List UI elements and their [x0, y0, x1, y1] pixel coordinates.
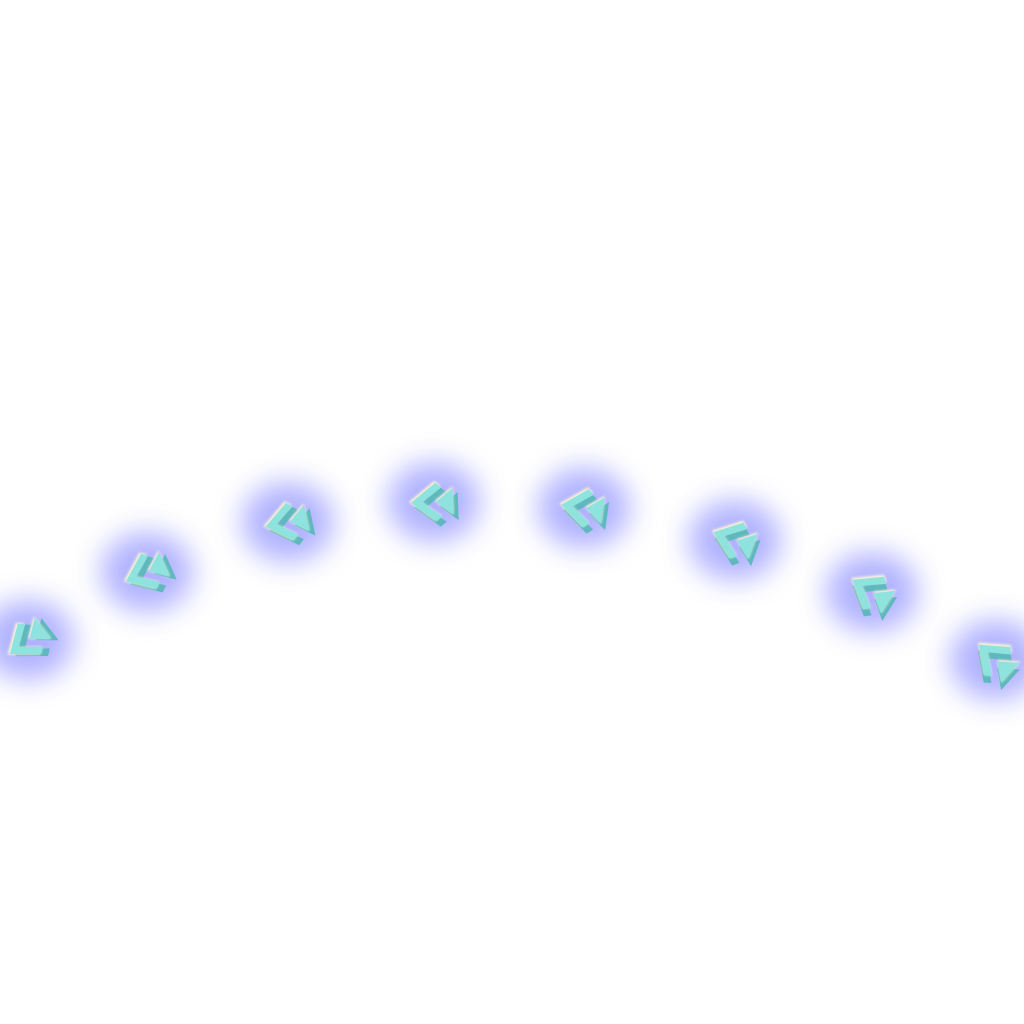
- double-chevron-left-icon: [689, 500, 781, 580]
- double-chevron-left-icon: [950, 620, 1024, 700]
- glow-halo: [538, 468, 630, 548]
- glow-halo: [388, 462, 480, 542]
- double-chevron-left-icon: [826, 552, 918, 632]
- double-chevron-left-icon: [388, 462, 480, 542]
- double-chevron-left-icon: [242, 482, 334, 562]
- glow-halo: [242, 482, 334, 562]
- glow-halo: [101, 532, 193, 612]
- double-chevron-left-icon: [538, 468, 630, 548]
- glow-halo: [689, 500, 781, 580]
- double-chevron-left-icon: [0, 600, 74, 680]
- glow-halo: [826, 552, 918, 632]
- double-chevron-left-icon: [101, 532, 193, 612]
